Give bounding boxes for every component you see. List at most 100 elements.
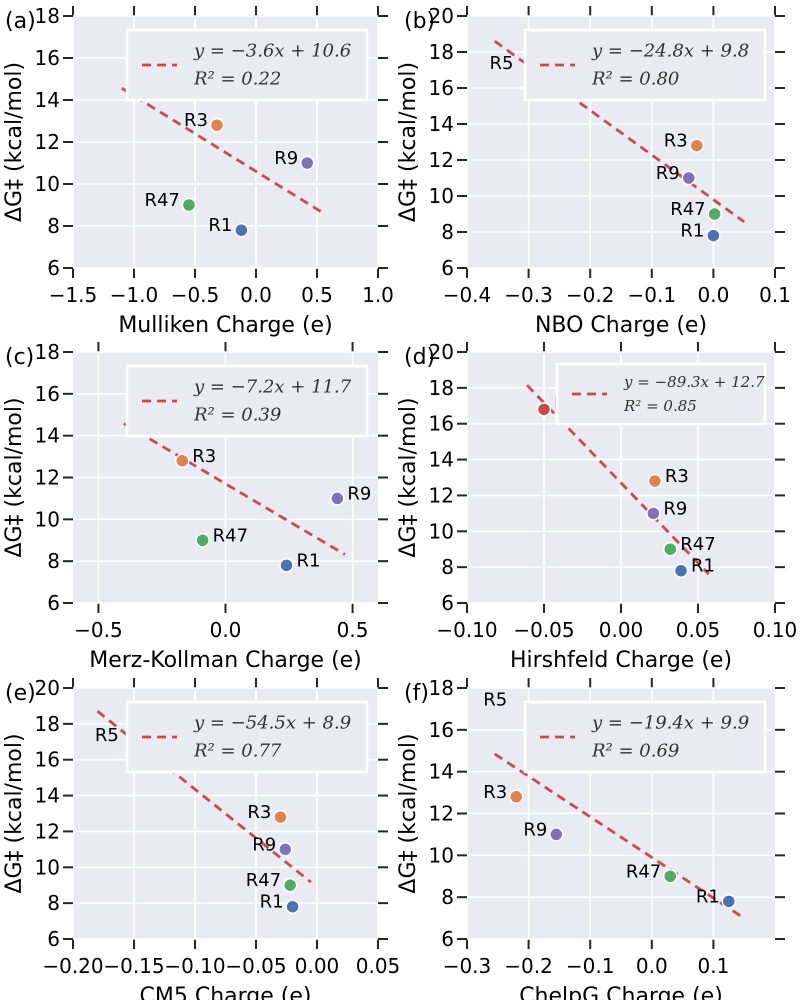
point-label: R1 xyxy=(696,886,720,907)
x-tick-label: −0.5 xyxy=(74,618,123,642)
x-tick-label: 0.5 xyxy=(337,618,369,642)
x-tick-label: 0.0 xyxy=(210,618,242,642)
data-point xyxy=(330,491,345,506)
y-tick-label: 12 xyxy=(429,802,454,826)
point-label: R47 xyxy=(246,870,281,891)
x-axis-label: ChelpG Charge (e) xyxy=(519,984,723,1000)
y-tick-label: 8 xyxy=(47,214,60,238)
y-tick-label: 8 xyxy=(441,885,454,909)
x-tick-label: −0.05 xyxy=(225,954,286,978)
x-tick-label: 0.05 xyxy=(676,618,721,642)
y-tick-label: 12 xyxy=(35,466,60,490)
legend-equation: y = −7.2x + 11.7 xyxy=(193,377,352,398)
x-axis-label: Merz-Kollman Charge (e) xyxy=(89,648,362,673)
y-tick-label: 6 xyxy=(441,591,454,615)
point-label: R9 xyxy=(523,819,547,840)
legend-r2: R² = 0.69 xyxy=(591,741,679,762)
y-tick-label: 6 xyxy=(441,256,454,280)
point-label: R5 xyxy=(95,725,119,746)
y-tick-label: 14 xyxy=(35,424,60,448)
data-layer: R3 R9 R47 R1 xyxy=(121,87,324,238)
legend: y = −19.4x + 9.9 R² = 0.69 xyxy=(523,700,767,774)
x-tick-label: 0.00 xyxy=(599,618,644,642)
point-label: R1 xyxy=(208,215,232,236)
y-tick-label: 14 xyxy=(35,88,60,112)
point-label: R1 xyxy=(680,221,704,242)
y-tick-label: 10 xyxy=(35,507,60,531)
legend-r2: R² = 0.80 xyxy=(591,69,679,90)
data-point xyxy=(282,877,298,893)
y-tick-label: 20 xyxy=(35,676,60,700)
legend: y = −54.5x + 8.9 R² = 0.77 xyxy=(125,700,369,774)
regression-line xyxy=(493,752,745,920)
data-layer: R3 R9 R47 R1 xyxy=(123,422,371,573)
x-tick-label: 0.05 xyxy=(356,954,401,978)
legend-box xyxy=(125,28,369,102)
legend-r2: R² = 0.77 xyxy=(193,741,282,762)
data-point xyxy=(234,222,249,238)
chart-panel: −0.5 0.0 0.5 6 8 10 12 14 16 18 Merz-Kollman Charg… xyxy=(2,340,388,673)
y-tick-label: 16 xyxy=(35,382,60,406)
panel-letter: (b) xyxy=(404,9,435,34)
y-tick-label: 12 xyxy=(35,819,60,843)
chart-panel: −0.20 −0.15 −0.10 −0.05 0.00 0.05 6 8 10 12 14 16 18… xyxy=(2,676,400,1000)
y-tick-label: 10 xyxy=(429,843,454,867)
y-axis-label: ΔG‡ (kcal/mol) xyxy=(2,397,27,557)
data-point xyxy=(721,894,737,909)
point-label: R1 xyxy=(691,556,715,577)
y-tick-label: 18 xyxy=(35,4,60,28)
point-label: R9 xyxy=(274,148,298,169)
y-axis-label: ΔG‡ (kcal/mol) xyxy=(2,62,27,222)
point-label: R9 xyxy=(663,498,687,519)
panel-letter: (d) xyxy=(404,345,435,370)
data-point xyxy=(647,473,663,489)
x-tick-label: 0.0 xyxy=(697,283,729,307)
y-axis-label: ΔG‡ (kcal/mol) xyxy=(396,733,421,893)
regression-line xyxy=(121,87,324,215)
point-label: R47 xyxy=(680,534,715,555)
x-tick-label: 0.0 xyxy=(240,283,272,307)
x-tick-label: −0.1 xyxy=(628,283,677,307)
legend-box xyxy=(523,28,767,102)
data-point xyxy=(536,402,552,417)
y-tick-label: 14 xyxy=(429,448,454,472)
data-point xyxy=(175,453,190,469)
y-tick-label: 10 xyxy=(35,855,60,879)
data-point xyxy=(509,789,524,805)
x-tick-label: −0.2 xyxy=(566,283,615,307)
legend: y = −89.3x + 12.7 R² = 0.85 xyxy=(555,362,767,426)
point-label: R3 xyxy=(184,110,208,131)
chart-panel: −0.10 −0.05 0.00 0.05 0.10 6 8 10 12 14 16 18 20 Hirs… xyxy=(396,340,797,673)
x-tick-label: −1.5 xyxy=(49,283,98,307)
regression-line xyxy=(123,422,346,556)
y-tick-label: 8 xyxy=(441,555,454,579)
x-tick-label: −0.3 xyxy=(443,954,492,978)
panel-letter: (c) xyxy=(5,345,34,370)
data-point xyxy=(273,809,288,825)
x-tick-label: −0.4 xyxy=(443,283,492,307)
data-point xyxy=(285,899,300,914)
y-tick-label: 16 xyxy=(429,412,454,436)
point-label: R3 xyxy=(665,466,689,487)
y-tick-label: 14 xyxy=(429,112,454,136)
y-tick-label: 18 xyxy=(35,712,60,736)
y-tick-label: 16 xyxy=(429,76,454,100)
legend-r2: R² = 0.39 xyxy=(193,405,281,426)
y-tick-label: 16 xyxy=(35,748,60,772)
x-tick-label: −0.3 xyxy=(504,283,553,307)
data-point xyxy=(181,197,197,213)
y-axis-label: ΔG‡ (kcal/mol) xyxy=(2,733,27,893)
y-tick-label: 10 xyxy=(429,519,454,543)
data-point xyxy=(663,869,678,884)
point-label: R5 xyxy=(483,690,507,711)
legend: y = −24.8x + 9.8 R² = 0.80 xyxy=(523,28,767,102)
data-point xyxy=(706,228,721,243)
x-tick-label: −0.20 xyxy=(42,954,103,978)
x-tick-label: 0.0 xyxy=(636,954,668,978)
data-point xyxy=(209,117,225,133)
point-label: R5 xyxy=(489,53,513,74)
y-tick-label: 18 xyxy=(429,40,454,64)
